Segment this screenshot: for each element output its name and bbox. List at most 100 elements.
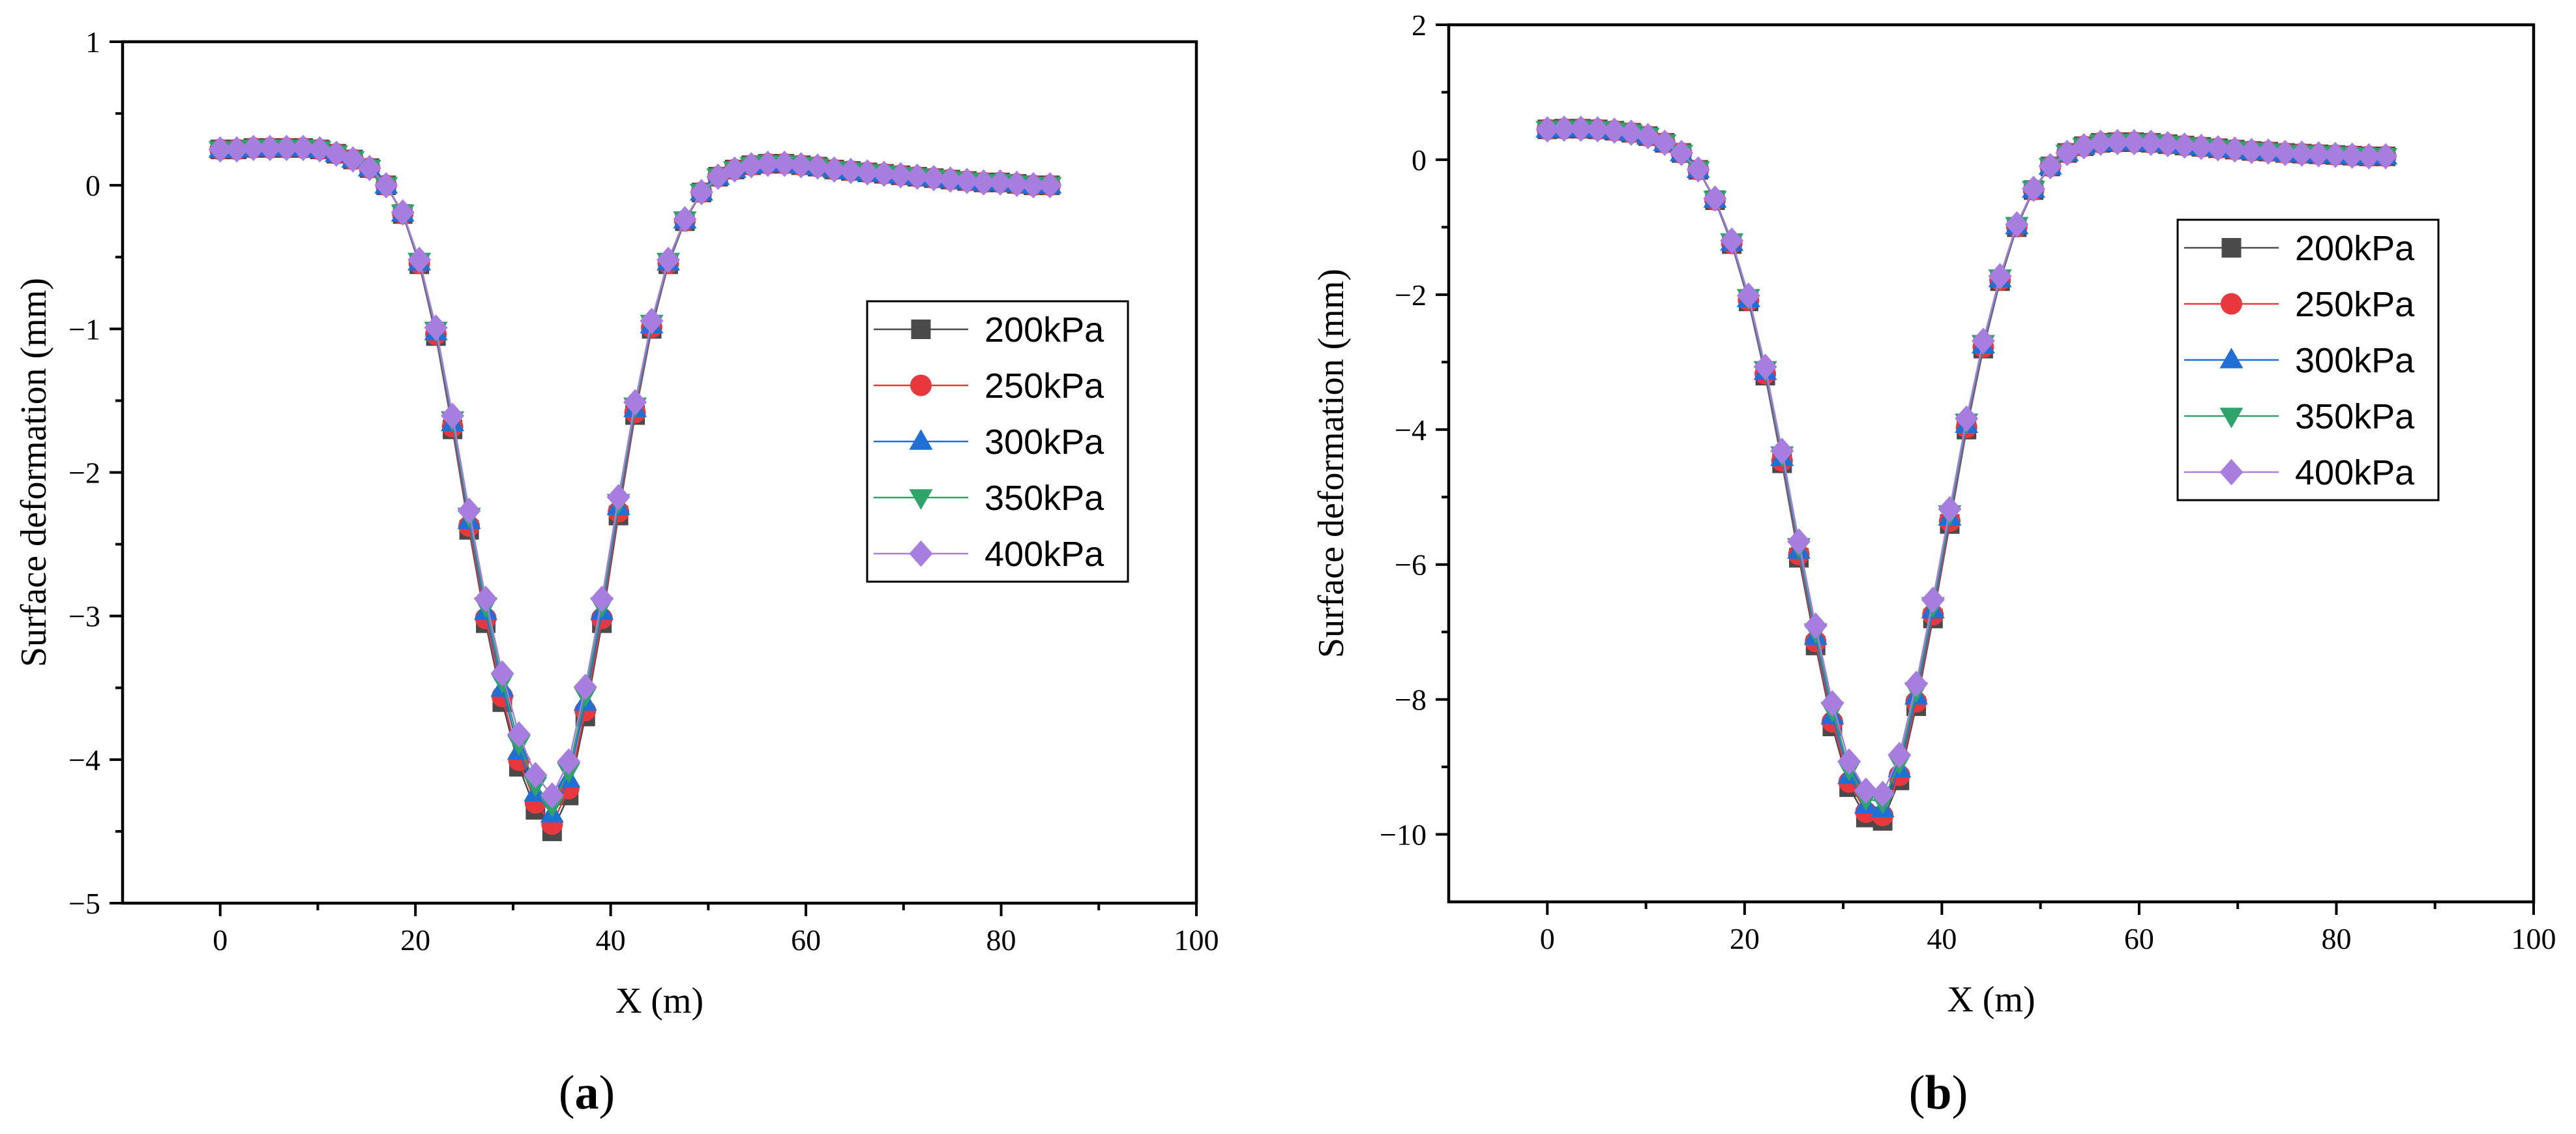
data-point-400kPa bbox=[1803, 612, 1828, 639]
legend-label: 250kPa bbox=[985, 366, 1104, 406]
data-point-400kPa bbox=[2206, 135, 2230, 162]
data-point-400kPa bbox=[855, 159, 880, 186]
x-axis-title: X (m) bbox=[615, 981, 703, 1021]
y-tick-label: −2 bbox=[1395, 278, 1427, 312]
data-point-400kPa bbox=[524, 762, 548, 788]
legend-label: 300kPa bbox=[985, 423, 1104, 462]
data-point-400kPa bbox=[374, 172, 398, 199]
y-axis-title: Surface deformation (mm) bbox=[1311, 269, 1352, 658]
data-point-400kPa bbox=[2273, 140, 2297, 166]
legend-marker-350kPa bbox=[2219, 408, 2243, 428]
data-point-400kPa bbox=[208, 136, 232, 163]
data-point-400kPa bbox=[739, 152, 763, 179]
data-point-400kPa bbox=[473, 586, 497, 612]
data-point-400kPa bbox=[1670, 140, 1694, 166]
data-point-400kPa bbox=[673, 205, 697, 233]
data-point-400kPa bbox=[590, 586, 614, 612]
data-point-400kPa bbox=[1569, 115, 1593, 142]
legend-label: 250kPa bbox=[2295, 285, 2415, 324]
data-point-400kPa bbox=[2307, 141, 2331, 168]
data-point-400kPa bbox=[308, 136, 332, 163]
data-point-400kPa bbox=[872, 160, 896, 187]
data-point-400kPa bbox=[490, 660, 514, 687]
y-tick-label: −2 bbox=[68, 456, 100, 490]
data-point-400kPa bbox=[2340, 142, 2364, 169]
data-point-400kPa bbox=[2257, 138, 2281, 165]
x-tick-label: 80 bbox=[2321, 922, 2351, 955]
x-tick-label: 20 bbox=[400, 923, 430, 957]
data-point-400kPa bbox=[2122, 128, 2146, 156]
data-point-400kPa bbox=[1021, 172, 1045, 199]
data-point-400kPa bbox=[1787, 528, 1811, 555]
data-point-400kPa bbox=[2240, 138, 2264, 164]
data-point-400kPa bbox=[1736, 282, 1760, 309]
data-point-400kPa bbox=[341, 146, 365, 173]
data-point-400kPa bbox=[606, 484, 630, 511]
legend-marker-400kPa bbox=[2219, 458, 2243, 486]
y-tick-label: 2 bbox=[1412, 8, 1427, 42]
legend-label: 300kPa bbox=[2295, 341, 2415, 380]
legend-label: 200kPa bbox=[2295, 229, 2415, 268]
data-point-400kPa bbox=[407, 246, 432, 273]
data-point-400kPa bbox=[2155, 130, 2180, 158]
x-tick-label: 0 bbox=[1540, 922, 1555, 955]
data-point-400kPa bbox=[2038, 153, 2062, 180]
data-point-400kPa bbox=[2357, 143, 2381, 170]
y-tick-label: −4 bbox=[68, 743, 100, 777]
data-point-400kPa bbox=[424, 314, 448, 341]
legend-marker-400kPa bbox=[909, 540, 933, 567]
plot-frame bbox=[1447, 23, 2536, 904]
legend-marker-300kPa bbox=[909, 429, 933, 450]
y-axis-title: Surface deformation (mm) bbox=[14, 278, 54, 667]
y-tick-label: −5 bbox=[68, 887, 100, 920]
data-point-400kPa bbox=[1888, 741, 1912, 769]
data-point-400kPa bbox=[1904, 670, 1929, 698]
data-point-400kPa bbox=[573, 674, 597, 700]
data-point-400kPa bbox=[806, 153, 830, 180]
x-tick-label: 60 bbox=[2124, 922, 2154, 955]
x-tick-label: 80 bbox=[986, 923, 1016, 957]
data-point-400kPa bbox=[656, 246, 680, 273]
legend-label: 350kPa bbox=[2295, 397, 2415, 436]
data-point-400kPa bbox=[2105, 128, 2129, 156]
x-tick-label: 40 bbox=[596, 923, 626, 957]
data-point-400kPa bbox=[822, 156, 846, 183]
data-point-400kPa bbox=[1770, 438, 1794, 464]
data-point-400kPa bbox=[2374, 143, 2398, 170]
y-tick-label: −8 bbox=[1395, 683, 1427, 717]
x-axis-title: X (m) bbox=[1947, 979, 2035, 1020]
data-point-400kPa bbox=[241, 134, 265, 162]
x-tick-label: 40 bbox=[1927, 922, 1957, 955]
data-point-400kPa bbox=[1938, 496, 1962, 523]
y-tick-label: −3 bbox=[68, 600, 100, 633]
series-400kPa bbox=[1535, 115, 2398, 807]
data-point-400kPa bbox=[2072, 132, 2096, 160]
data-point-400kPa bbox=[557, 748, 581, 775]
data-point-400kPa bbox=[1653, 129, 1677, 157]
data-point-400kPa bbox=[2022, 175, 2046, 202]
y-tick-label: −6 bbox=[1395, 548, 1427, 582]
data-point-400kPa bbox=[1619, 119, 1643, 146]
x-tick-label: 100 bbox=[2511, 922, 2556, 955]
legend-label: 400kPa bbox=[985, 535, 1104, 574]
legend-marker-250kPa bbox=[910, 374, 932, 396]
data-point-400kPa bbox=[2005, 211, 2029, 238]
legend-label: 200kPa bbox=[985, 310, 1104, 350]
data-point-400kPa bbox=[1586, 116, 1610, 143]
data-point-400kPa bbox=[441, 402, 465, 429]
data-point-400kPa bbox=[507, 721, 531, 748]
legend-label: 400kPa bbox=[2295, 453, 2415, 492]
data-point-400kPa bbox=[1535, 116, 1560, 143]
data-point-400kPa bbox=[640, 307, 664, 335]
data-point-400kPa bbox=[274, 134, 299, 162]
data-point-400kPa bbox=[773, 150, 797, 177]
data-point-400kPa bbox=[391, 199, 415, 226]
x-tick-label: 100 bbox=[1174, 923, 1219, 957]
x-tick-label: 60 bbox=[791, 923, 821, 957]
data-point-400kPa bbox=[1005, 170, 1029, 198]
legend-marker-200kPa bbox=[2221, 238, 2242, 258]
data-point-400kPa bbox=[1820, 690, 1844, 717]
series-400kPa bbox=[208, 134, 1062, 809]
data-point-400kPa bbox=[1753, 353, 1777, 380]
